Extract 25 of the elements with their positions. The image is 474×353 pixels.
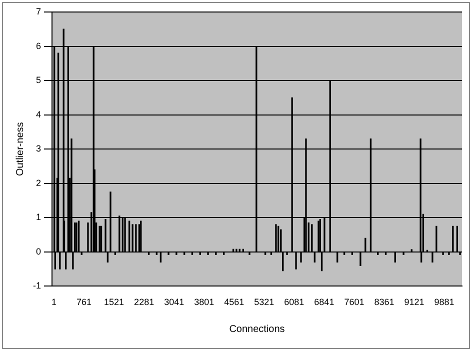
x-tick-label: 4561 [224, 297, 244, 308]
x-tick-label: 761 [76, 297, 92, 308]
y-tick-label: 7 [36, 6, 41, 16]
x-tick-label: 1 [52, 297, 57, 308]
x-tick-label: 3041 [164, 297, 184, 308]
x-tick-label: 9881 [434, 297, 454, 308]
y-tick-label: 1 [36, 212, 41, 222]
x-tick-label: 6081 [284, 297, 304, 308]
x-tick-label: 1521 [104, 297, 124, 308]
y-axis-title: Outlier-ness [14, 122, 26, 176]
x-tick-label: 5321 [254, 297, 274, 308]
y-tick-label: 3 [36, 144, 41, 154]
y-tick-label: 4 [36, 109, 41, 120]
x-tick-label: 7601 [344, 297, 364, 308]
y-tick-label: 2 [36, 178, 41, 188]
y-tick-label: 5 [36, 75, 41, 86]
x-tick-label: 9121 [404, 297, 424, 308]
x-tick-label: 2281 [134, 297, 154, 308]
y-tick-label: -1 [32, 280, 41, 291]
y-tick-label: 0 [36, 246, 41, 256]
x-tick-label: 6841 [314, 297, 334, 308]
x-axis-title: Connections [229, 324, 285, 335]
x-tick-label: 3801 [194, 297, 214, 308]
x-tick-label: 8361 [374, 297, 394, 308]
y-tick-label: 6 [36, 40, 41, 51]
